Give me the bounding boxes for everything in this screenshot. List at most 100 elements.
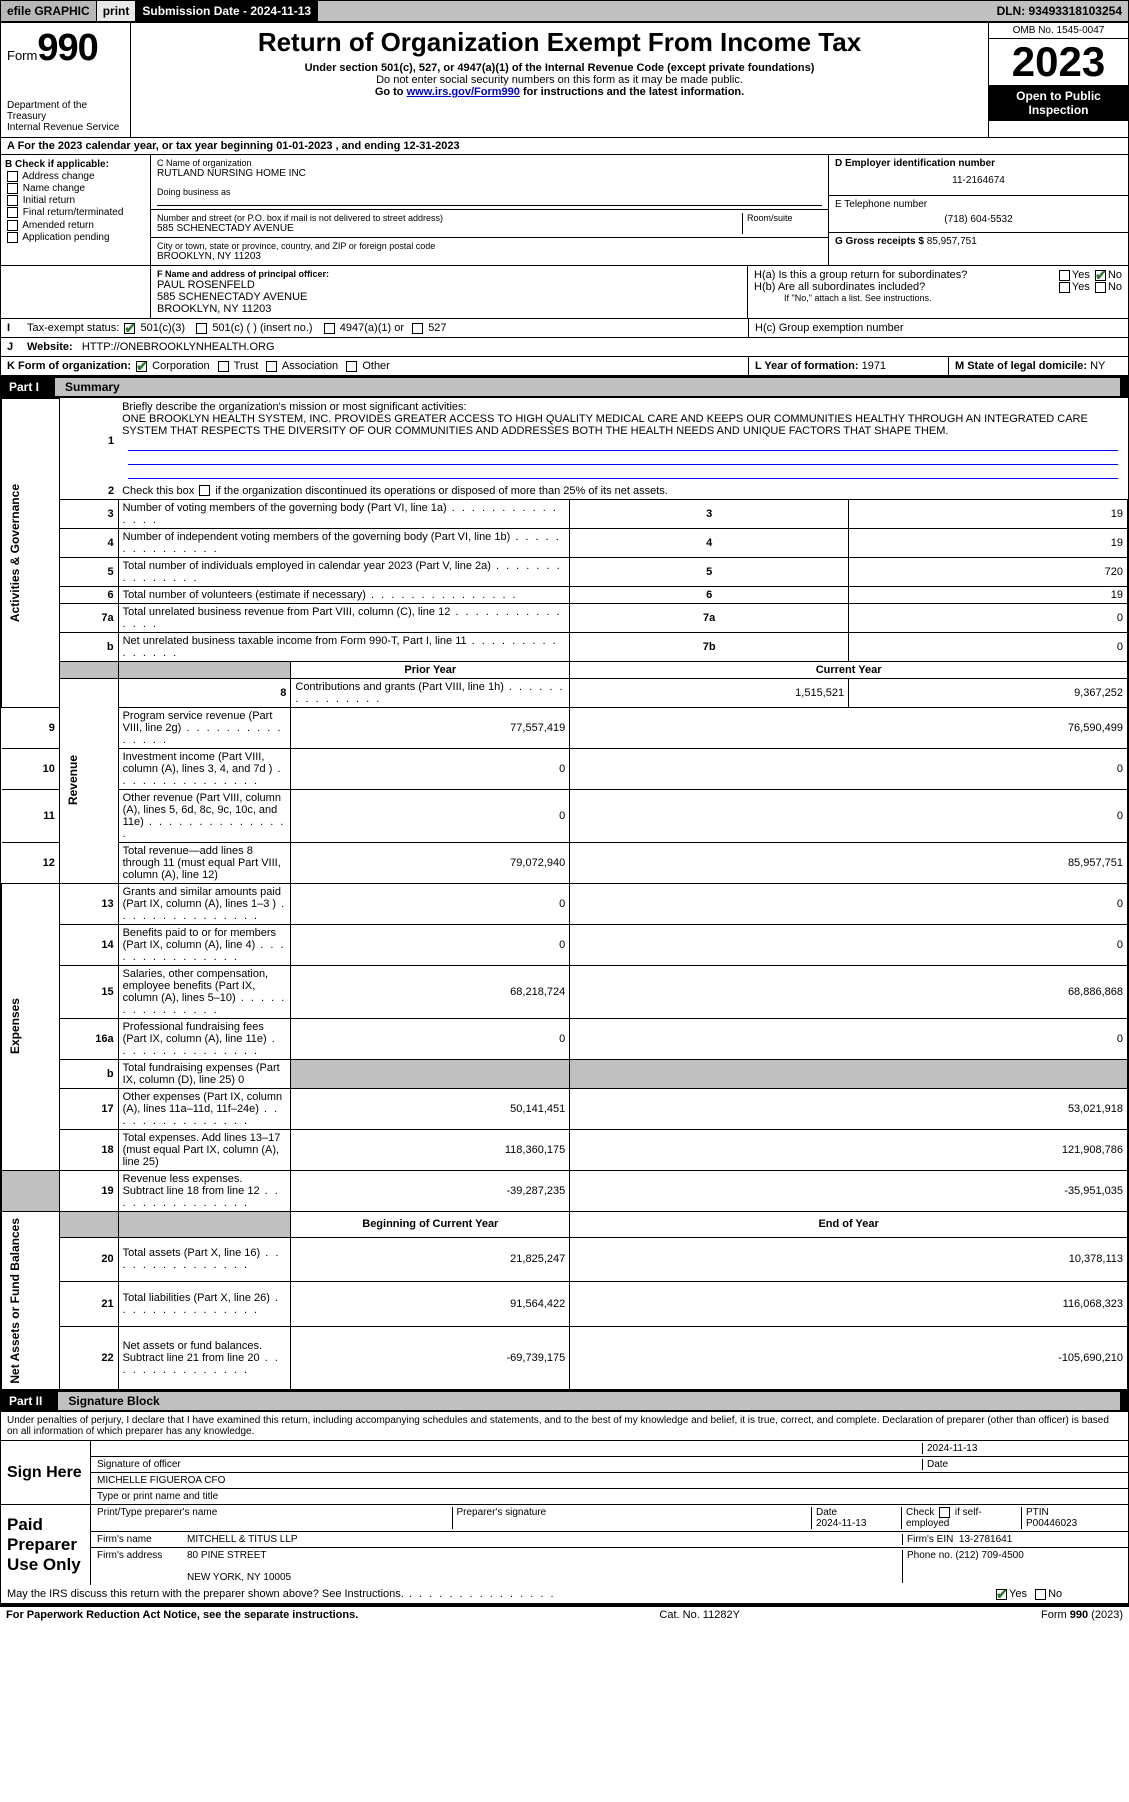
l17-desc: Other expenses (Part IX, column (A), lin… xyxy=(118,1088,291,1129)
l22-eoy: -105,690,210 xyxy=(570,1326,1128,1389)
gross-receipts: 85,957,751 xyxy=(927,236,977,247)
part-2-header: Part II Signature Block xyxy=(1,1390,1128,1412)
l7b-val: 0 xyxy=(849,632,1128,661)
org-right-col: D Employer identification number 11-2164… xyxy=(828,155,1128,265)
check-amended[interactable]: Amended return xyxy=(5,220,146,231)
l12-desc: Total revenue—add lines 8 through 11 (mu… xyxy=(118,842,291,883)
l3-desc: Number of voting members of the governin… xyxy=(118,499,570,528)
l11-prior: 0 xyxy=(291,789,570,842)
ha-answer: Yes No xyxy=(1057,269,1122,281)
l7a-val: 0 xyxy=(849,603,1128,632)
check-discontinued[interactable] xyxy=(199,485,210,496)
ptin-val: P00446023 xyxy=(1026,1518,1077,1529)
d-label: D Employer identification number xyxy=(835,158,1122,169)
header-right: OMB No. 1545-0047 2023 Open to Public In… xyxy=(988,23,1128,137)
org-ein: 11-2164674 xyxy=(835,169,1122,192)
l16b-curr xyxy=(570,1059,1128,1088)
firm-ein: 13-2781641 xyxy=(959,1534,1012,1545)
l9-prior: 77,557,419 xyxy=(291,707,570,748)
check-4947[interactable] xyxy=(324,323,335,334)
firm-name: MITCHELL & TITUS LLP xyxy=(187,1534,902,1545)
irs-link[interactable]: www.irs.gov/Form990 xyxy=(407,86,520,98)
l17-num: 17 xyxy=(59,1088,118,1129)
header-center: Return of Organization Exempt From Incom… xyxy=(131,23,988,137)
cell-phone: E Telephone number (718) 604-5532 xyxy=(829,196,1128,233)
l7b-box: 7b xyxy=(570,632,849,661)
l16b-prior xyxy=(291,1059,570,1088)
check-initial[interactable]: Initial return xyxy=(5,195,146,206)
check-pending[interactable]: Application pending xyxy=(5,232,146,243)
discuss-yes-check[interactable] xyxy=(996,1589,1007,1600)
check-corp[interactable] xyxy=(136,361,147,372)
discuss-row: May the IRS discuss this return with the… xyxy=(1,1585,1128,1605)
state-domicile: NY xyxy=(1090,360,1105,372)
discuss-no-check[interactable] xyxy=(1035,1589,1046,1600)
l19-curr: -35,951,035 xyxy=(570,1170,1128,1211)
part-1-header: Part I Summary xyxy=(1,376,1128,398)
l14-curr: 0 xyxy=(570,924,1128,965)
check-trust[interactable] xyxy=(218,361,229,372)
f-label: F Name and address of principal officer: xyxy=(157,269,741,279)
hb-answer: Yes No xyxy=(1057,281,1122,293)
cell-org-name: C Name of organization RUTLAND NURSING H… xyxy=(151,155,828,210)
mission-line-1 xyxy=(128,439,1117,451)
discuss-yes: Yes xyxy=(1009,1588,1027,1600)
hb-label: H(b) Are all subordinates included? xyxy=(754,281,925,293)
l7a-box: 7a xyxy=(570,603,849,632)
firm-phone-label: Phone no. xyxy=(907,1550,953,1561)
l9-curr: 76,590,499 xyxy=(570,707,1128,748)
col-boy: Beginning of Current Year xyxy=(291,1211,570,1237)
sig-label: Signature of officer xyxy=(97,1459,922,1470)
check-527[interactable] xyxy=(412,323,423,334)
officer-sig-line[interactable] xyxy=(97,1443,922,1454)
l6-val: 19 xyxy=(849,586,1128,603)
form-header: Form990 Department of the Treasury Inter… xyxy=(1,23,1128,138)
print-button[interactable]: print xyxy=(97,1,137,21)
l6-desc: Total number of volunteers (estimate if … xyxy=(118,586,570,603)
org-mid-col: C Name of organization RUTLAND NURSING H… xyxy=(151,155,828,265)
check-self-employed[interactable] xyxy=(939,1507,950,1518)
officer-group-row: F Name and address of principal officer:… xyxy=(1,266,1128,319)
l11-curr: 0 xyxy=(570,789,1128,842)
firm-phone: (212) 709-4500 xyxy=(955,1550,1023,1561)
check-name-change[interactable]: Name change xyxy=(5,183,146,194)
form-number: 990 xyxy=(37,27,97,69)
opt-other: Other xyxy=(362,360,390,372)
check-other[interactable] xyxy=(346,361,357,372)
sign-date: 2024-11-13 xyxy=(922,1443,1122,1454)
opt-initial: Initial return xyxy=(23,195,75,206)
check-final[interactable]: Final return/terminated xyxy=(5,207,146,218)
part2-title: Signature Block xyxy=(58,1392,1120,1410)
l7b-num: b xyxy=(59,632,118,661)
check-501c3[interactable] xyxy=(124,323,135,334)
l8-curr: 9,367,252 xyxy=(849,678,1128,707)
discuss-no: No xyxy=(1048,1588,1062,1600)
submission-date: Submission Date - 2024-11-13 xyxy=(136,1,318,21)
side-net-assets: Net Assets or Fund Balances xyxy=(6,1214,24,1388)
opt-address: Address change xyxy=(22,171,94,182)
col-current: Current Year xyxy=(570,661,1128,678)
row-a-tax-year: A For the 2023 calendar year, or tax yea… xyxy=(1,138,1128,155)
paid-preparer-fields: Print/Type preparer's name Preparer's si… xyxy=(91,1505,1128,1585)
check-501c[interactable] xyxy=(196,323,207,334)
cell-ein: D Employer identification number 11-2164… xyxy=(829,155,1128,196)
side-expenses: Expenses xyxy=(6,994,24,1058)
l13-num: 13 xyxy=(59,883,118,924)
tax-status: Tax-exempt status: 501(c)(3) 501(c) ( ) … xyxy=(21,319,748,337)
k-form-org: K Form of organization: Corporation Trus… xyxy=(1,357,748,375)
ha-label: H(a) Is this a group return for subordin… xyxy=(754,269,967,281)
dln-label: DLN: 93493318103254 xyxy=(991,1,1128,21)
check-address-change[interactable]: Address change xyxy=(5,171,146,182)
check-assoc[interactable] xyxy=(266,361,277,372)
l-label: L Year of formation: xyxy=(755,360,859,372)
prep-date: 2024-11-13 xyxy=(816,1518,866,1529)
l12-prior: 79,072,940 xyxy=(291,842,570,883)
cat-no: Cat. No. 11282Y xyxy=(659,1609,740,1621)
l19-num: 19 xyxy=(59,1170,118,1211)
l3-num: 3 xyxy=(59,499,118,528)
c-label: C Name of organization xyxy=(157,158,822,168)
l8-prior: 1,515,521 xyxy=(570,678,849,707)
subtitle-1: Under section 501(c), 527, or 4947(a)(1)… xyxy=(139,62,980,74)
l21-num: 21 xyxy=(59,1282,118,1327)
l4-desc: Number of independent voting members of … xyxy=(118,528,570,557)
